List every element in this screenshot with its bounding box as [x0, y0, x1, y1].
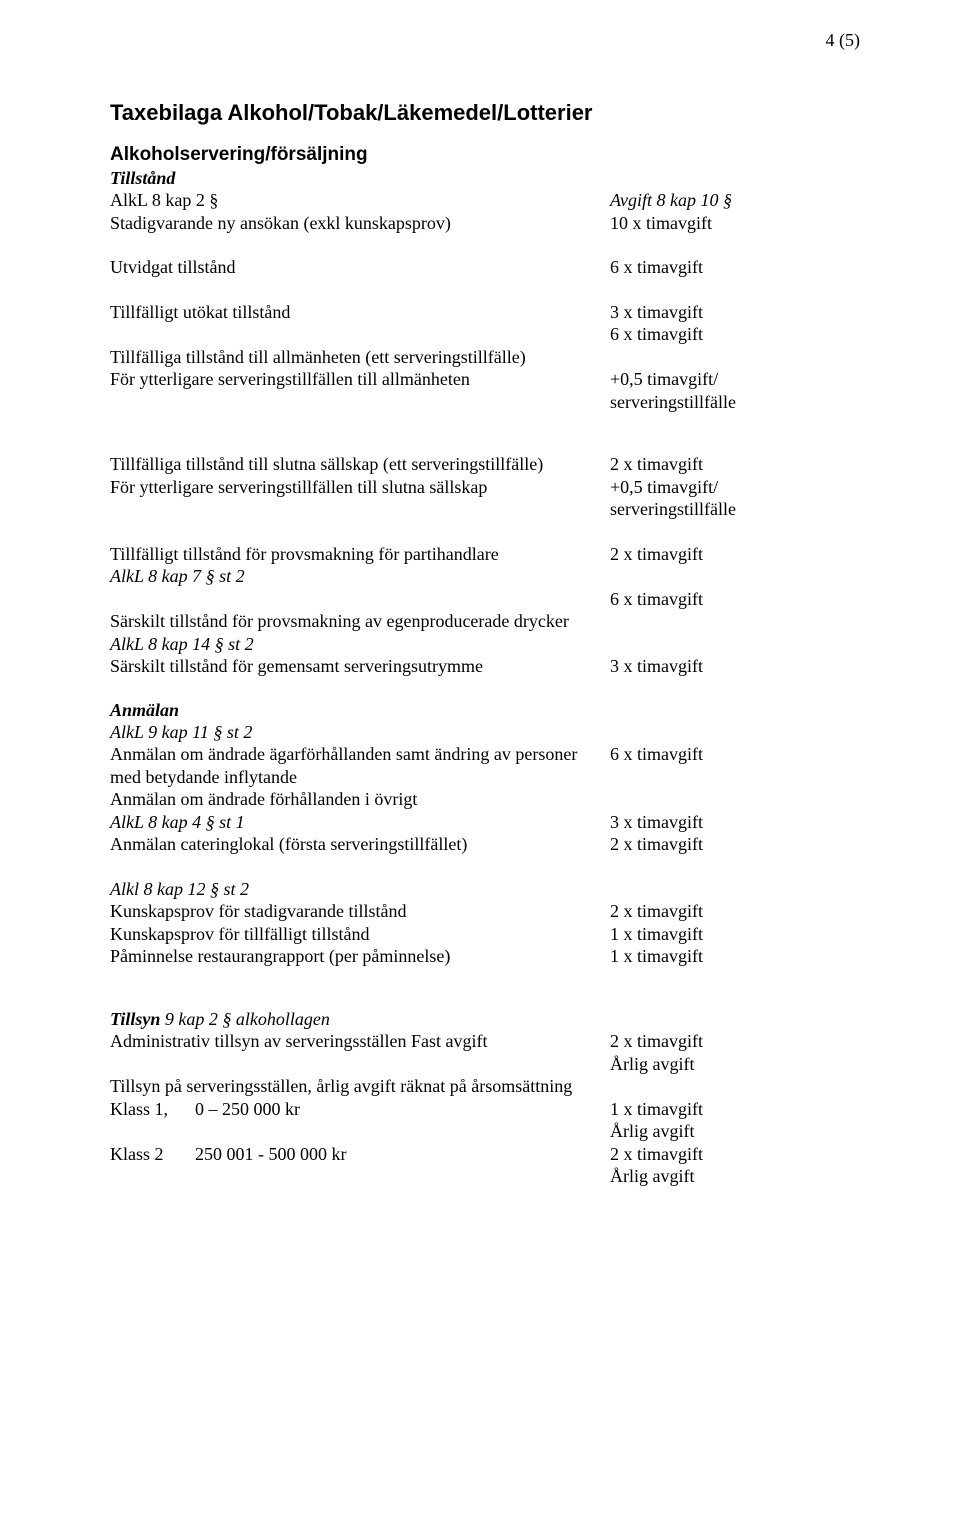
section-heading-tillsyn: Tillsyn 9 kap 2 § alkohollagen [110, 1008, 610, 1031]
section-4: Alkl 8 kap 12 § st 2 Kunskapsprov för st… [110, 878, 860, 968]
item-value: serveringstillfälle [610, 498, 860, 521]
item-label: Klass 1, 0 – 250 000 kr [110, 1098, 610, 1121]
item-value: Årlig avgift [610, 1165, 860, 1188]
tillsyn-ref: 9 kap 2 § alkohollagen [160, 1009, 329, 1029]
item-label: Tillfälliga tillstånd till slutna sällsk… [110, 453, 610, 476]
page: 4 (5) Taxebilaga Alkohol/Tobak/Läkemedel… [0, 0, 960, 1516]
item-value: 3 x timavgift [610, 811, 860, 834]
item-label: Påminnelse restaurangrapport (per påminn… [110, 945, 610, 968]
item-label: Klass 2 250 001 - 500 000 kr [110, 1143, 610, 1166]
tillsyn-word: Tillsyn [110, 1009, 160, 1029]
item-label: Anmälan om ändrade ägarförhållanden samt… [110, 743, 610, 766]
section-2: Tillfälliga tillstånd till slutna sällsk… [110, 453, 860, 678]
item-label: Kunskapsprov för tillfälligt tillstånd [110, 923, 610, 946]
item-label: Tillsyn på serveringsställen, årlig avgi… [110, 1075, 610, 1098]
item-value: +0,5 timavgift/ [610, 476, 860, 499]
item-label: Särskilt tillstånd för provsmakning av e… [110, 610, 610, 633]
item-value: 2 x timavgift [610, 833, 860, 856]
item-value: 2 x timavgift [610, 543, 860, 566]
item-label: För ytterligare serveringstillfällen til… [110, 368, 610, 391]
item-value: 3 x timavgift [610, 301, 860, 324]
item-value: +0,5 timavgift/ [610, 368, 860, 391]
item-label: Tillfälligt tillstånd för provsmakning f… [110, 543, 610, 566]
law-ref: Alkl 8 kap 12 § st 2 [110, 878, 610, 901]
item-label: För ytterligare serveringstillfällen til… [110, 476, 610, 499]
item-value: 10 x timavgift [610, 212, 860, 235]
item-value: 1 x timavgift [610, 945, 860, 968]
item-label: Tillfälliga tillstånd till allmänheten (… [110, 346, 610, 369]
doc-subtitle: Alkoholservering/försäljning [110, 144, 860, 166]
doc-title: Taxebilaga Alkohol/Tobak/Läkemedel/Lotte… [110, 100, 860, 126]
item-value: 6 x timavgift [610, 256, 860, 279]
section-1: AlkL 8 kap 2 § Avgift 8 kap 10 § Stadigv… [110, 189, 860, 413]
item-label: Anmälan cateringlokal (första serverings… [110, 833, 610, 856]
item-label: Tillfälligt utökat tillstånd [110, 301, 610, 324]
item-value: 2 x timavgift [610, 1030, 860, 1053]
item-label: Utvidgat tillstånd [110, 256, 610, 279]
section-3: AlkL 9 kap 11 § st 2 Anmälan om ändrade … [110, 721, 860, 856]
section-heading-tillstand: Tillstånd [110, 168, 860, 189]
item-value: 2 x timavgift [610, 1143, 860, 1166]
item-label: Särskilt tillstånd för gemensamt serveri… [110, 655, 610, 678]
section-5: Tillsyn 9 kap 2 § alkohollagen Administr… [110, 1008, 860, 1188]
item-value: Årlig avgift [610, 1120, 860, 1143]
item-value: 2 x timavgift [610, 900, 860, 923]
section-heading-anmalan: Anmälan [110, 700, 860, 721]
law-ref: AlkL 8 kap 2 § [110, 189, 610, 212]
item-value: 1 x timavgift [610, 1098, 860, 1121]
item-label: med betydande inflytande [110, 766, 610, 789]
item-value: serveringstillfälle [610, 391, 860, 414]
item-label: Kunskapsprov för stadigvarande tillstånd [110, 900, 610, 923]
item-value: 6 x timavgift [610, 323, 860, 346]
item-value: 6 x timavgift [610, 588, 860, 611]
item-label: Stadigvarande ny ansökan (exkl kunskapsp… [110, 212, 610, 235]
fee-ref: Avgift 8 kap 10 § [610, 189, 860, 212]
item-label: Administrativ tillsyn av serveringsställ… [110, 1030, 610, 1053]
item-value: Årlig avgift [610, 1053, 860, 1076]
item-value: 1 x timavgift [610, 923, 860, 946]
law-ref: AlkL 8 kap 4 § st 1 [110, 811, 610, 834]
law-ref: AlkL 8 kap 14 § st 2 [110, 633, 610, 656]
item-label: Anmälan om ändrade förhållanden i övrigt [110, 788, 610, 811]
item-value: 3 x timavgift [610, 655, 860, 678]
item-value: 6 x timavgift [610, 743, 860, 766]
law-ref: AlkL 9 kap 11 § st 2 [110, 721, 610, 744]
page-number: 4 (5) [826, 30, 861, 51]
law-ref: AlkL 8 kap 7 § st 2 [110, 565, 610, 588]
item-value: 2 x timavgift [610, 453, 860, 476]
